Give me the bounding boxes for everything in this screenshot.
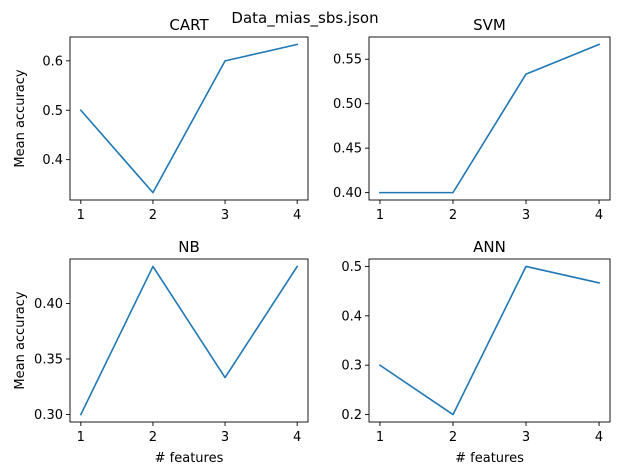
y-tick-label: 0.5: [341, 260, 362, 275]
series-line: [379, 43, 601, 194]
x-tick-label: 2: [449, 208, 457, 223]
x-axis-label: # features: [455, 451, 524, 466]
subplot-title: CART: [169, 16, 209, 34]
axes-frame: [368, 36, 611, 201]
y-tick-label: 0.50: [333, 97, 362, 112]
x-tick-label: 2: [149, 208, 157, 223]
series-line: [378, 265, 601, 416]
x-tick-label: 2: [449, 430, 457, 445]
subplot-title: SVM: [473, 16, 506, 34]
series-line: [79, 265, 299, 416]
subplot-grid: 1 2 3 4 0.4 0.5 0.6 CART Mean accuracy 1 2 3 4 0.40 0.…: [13, 16, 611, 466]
y-tick-label: 0.45: [333, 142, 362, 157]
x-tick-label: 3: [522, 208, 530, 223]
y-tick-label: 0.6: [42, 54, 63, 69]
axes-frame: [69, 258, 309, 423]
subplot-ann: 1 2 3 4 0.2 0.3 0.4 0.5 ANN # features: [341, 238, 611, 466]
x-tick-label: 3: [221, 208, 229, 223]
x-tick-label: 1: [77, 208, 85, 223]
axes-frame: [368, 258, 611, 423]
subplot-title: NB: [178, 238, 200, 256]
x-tick-label: 4: [595, 430, 603, 445]
y-tick-label: 0.4: [42, 153, 63, 168]
y-tick-label: 0.35: [34, 353, 63, 368]
subplot-svm: 1 2 3 4 0.40 0.45 0.50 0.55 SVM: [333, 16, 611, 223]
x-tick-label: 4: [293, 208, 301, 223]
x-tick-label: 1: [376, 208, 384, 223]
x-tick-label: 4: [595, 208, 603, 223]
axes-frame: [69, 36, 309, 201]
x-axis-label: # features: [155, 451, 224, 466]
y-tick-label: 0.3: [341, 359, 362, 374]
subplot-title: ANN: [473, 238, 506, 256]
x-tick-label: 2: [149, 430, 157, 445]
y-tick-label: 0.2: [341, 408, 362, 423]
subplot-nb: 1 2 3 4 0.30 0.35 0.40 NB Mean accuracy # feature…: [13, 238, 309, 466]
series-line: [79, 43, 299, 194]
y-tick-label: 0.30: [34, 408, 63, 423]
y-axis-label: Mean accuracy: [13, 291, 28, 390]
subplot-cart: 1 2 3 4 0.4 0.5 0.6 CART Mean accuracy: [13, 16, 309, 223]
x-tick-label: 1: [77, 430, 85, 445]
x-tick-label: 3: [522, 430, 530, 445]
y-tick-label: 0.40: [333, 186, 362, 201]
y-axis-label: Mean accuracy: [13, 69, 28, 168]
y-tick-label: 0.4: [341, 309, 362, 324]
x-tick-label: 4: [293, 430, 301, 445]
y-tick-label: 0.55: [333, 53, 362, 68]
x-tick-label: 1: [376, 430, 384, 445]
figure-suptitle: Data_mias_sbs.json: [231, 9, 378, 28]
x-tick-label: 3: [221, 430, 229, 445]
y-tick-label: 0.5: [42, 104, 63, 119]
y-tick-label: 0.40: [34, 297, 63, 312]
